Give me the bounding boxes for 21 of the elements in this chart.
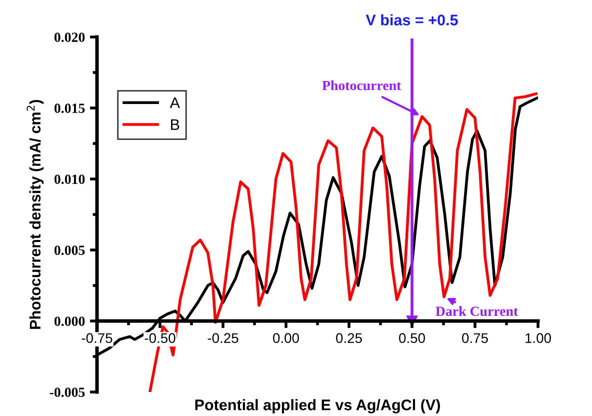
ref-line-label: V bias = +0.5 — [366, 14, 458, 26]
y-axis-title: Photocurrent density (mA/ cm$^{2}$) — [26, 100, 44, 329]
x-tick-label: 0.00 — [273, 333, 299, 344]
x-axis-title: Potential applied E vs Ag/AgCl (V) — [195, 399, 440, 414]
y-tick-label: -0.005 — [50, 388, 85, 398]
x-tick-label: 0.25 — [336, 333, 362, 344]
x-tick-label: -0.50 — [144, 333, 176, 344]
annotation: Photocurrent — [322, 80, 402, 90]
x-tick-label: 1.00 — [526, 333, 551, 344]
annotation: Dark Current — [436, 306, 518, 316]
y-tick-label: 0.010 — [54, 174, 85, 184]
legend-label: B — [171, 119, 180, 130]
y-tick-label: 0.020 — [54, 32, 85, 42]
y-tick-label: 0.000 — [54, 316, 85, 326]
x-tick-label: -0.75 — [82, 333, 112, 344]
x-tick-label: -0.25 — [208, 333, 238, 344]
x-tick-label: 0.75 — [462, 333, 488, 344]
y-tick-label: 0.015 — [54, 104, 85, 114]
x-tick-label: 0.50 — [399, 333, 425, 344]
legend-label: A — [170, 97, 180, 108]
y-tick-label: 0.005 — [54, 246, 85, 256]
